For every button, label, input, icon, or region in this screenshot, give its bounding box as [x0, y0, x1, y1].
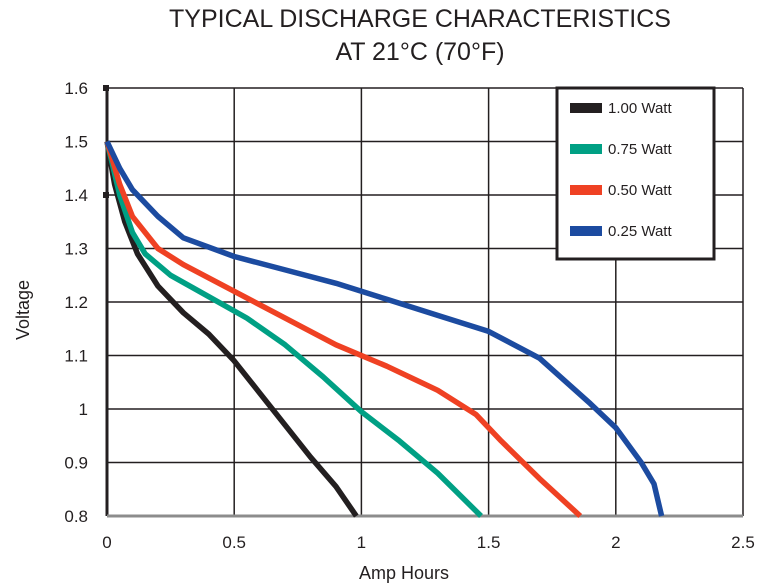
- series-lines: [104, 140, 665, 519]
- y-axis-label: Voltage: [13, 280, 33, 340]
- y-tick-label: 1.2: [64, 293, 88, 312]
- legend-label: 0.25 Watt: [608, 223, 672, 240]
- series-line: [104, 140, 483, 518]
- y-tick-label: 1.5: [64, 133, 88, 152]
- legend-swatch: [570, 185, 602, 195]
- series-line: [104, 140, 665, 517]
- legend-label: 0.75 Watt: [608, 141, 672, 158]
- series-line: [104, 141, 359, 518]
- y-axis-tick-mark: [103, 192, 109, 198]
- legend-swatch: [570, 226, 602, 236]
- y-tick-label: 1.3: [64, 240, 88, 259]
- x-axis-label: Amp Hours: [359, 563, 449, 583]
- x-tick-label: 0.5: [222, 533, 246, 552]
- series-line: [104, 140, 583, 519]
- x-tick-label: 2: [611, 533, 620, 552]
- legend-label: 0.50 Watt: [608, 182, 672, 199]
- y-tick-label: 1.4: [64, 186, 88, 205]
- legend-label: 1.00 Watt: [608, 100, 672, 117]
- x-tick-label: 1: [357, 533, 366, 552]
- axis-ticks: 0 0.5 1 1.5 2 2.5 0.8 0.9 1 1.1 1.2 1.3 1.4 1.5 1.6: [64, 79, 754, 552]
- x-tick-label: 1.5: [477, 533, 501, 552]
- chart-subtitle: AT 21°C (70°F): [335, 38, 504, 66]
- legend-swatch: [570, 144, 602, 154]
- y-tick-label: 1.6: [64, 79, 88, 98]
- legend: 1.00 Watt 0.75 Watt 0.50 Watt 0.25 Watt: [555, 86, 716, 261]
- y-tick-label: 0.9: [64, 454, 88, 473]
- y-tick-label: 0.8: [64, 507, 88, 526]
- y-tick-label: 1.1: [64, 347, 88, 366]
- x-tick-label: 0: [102, 533, 111, 552]
- x-tick-label: 2.5: [731, 533, 755, 552]
- chart-title: TYPICAL DISCHARGE CHARACTERISTICS: [169, 5, 671, 33]
- legend-swatch: [570, 103, 602, 113]
- y-tick-label: 1: [79, 400, 88, 419]
- y-axis-tick-mark: [103, 85, 109, 91]
